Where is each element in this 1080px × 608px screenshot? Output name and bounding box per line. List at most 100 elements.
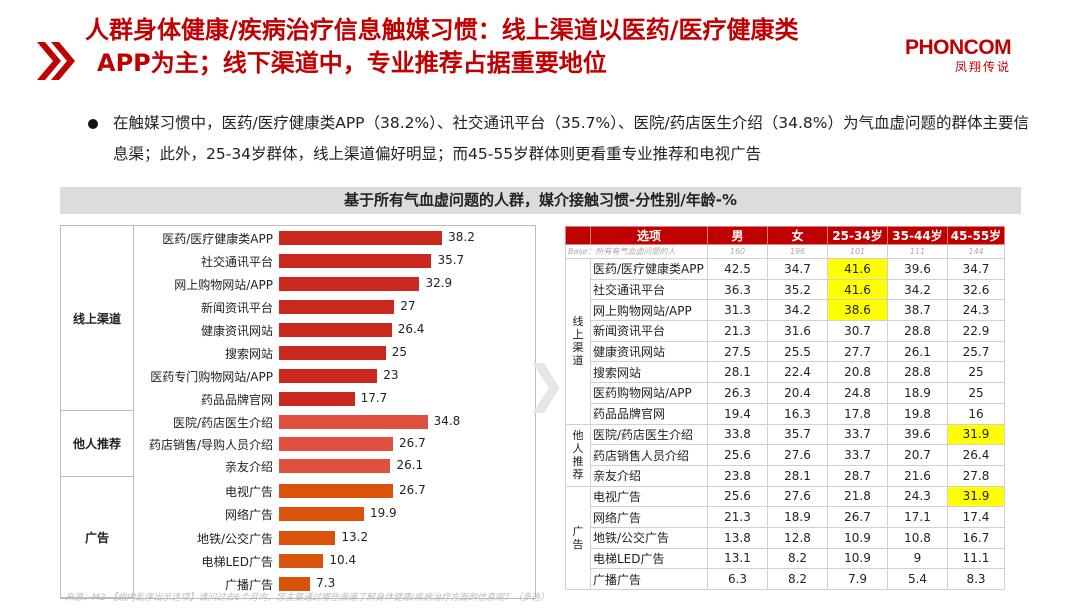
table-row: 广播广告 6.3 8.2 7.9 5.4 8.3: [566, 568, 1005, 590]
cell: 24.8: [827, 382, 888, 404]
bar: [279, 299, 395, 314]
bar-label: 药店销售/导购人员介绍: [148, 438, 273, 452]
bar-value: 19.9: [369, 506, 397, 521]
table-row: 搜索网站 28.1 22.4 20.8 28.8 25: [566, 361, 1005, 384]
bar-label: 健康资讯网站: [200, 324, 273, 339]
bar-label: 社交通讯平台: [200, 254, 273, 269]
cell: 31.3: [707, 299, 768, 322]
cell: 21.3: [707, 506, 768, 528]
cell: 24.3: [887, 485, 948, 508]
cell: 18.9: [767, 506, 828, 528]
column-header: 25-34岁: [827, 226, 888, 245]
cell: 17.1: [887, 506, 948, 528]
cell: 27.7: [827, 340, 888, 363]
cell: 25: [947, 382, 1005, 404]
cell: 7.9: [827, 568, 888, 590]
bar: [279, 437, 393, 451]
cell: 30.7: [827, 320, 888, 342]
cell: 13.8: [707, 526, 768, 549]
cell: 41.6: [827, 258, 888, 280]
bar-value: 26.1: [396, 458, 424, 473]
cell: 27.5: [707, 340, 768, 363]
bar: [279, 346, 386, 361]
row-label: 健康资讯网站: [590, 340, 708, 363]
column-header: 35-44岁: [887, 226, 948, 245]
bar-value: 32.9: [425, 275, 453, 290]
bar-value: 25: [391, 345, 408, 360]
cell: 38.7: [887, 299, 948, 322]
source-note: 来源：M2 【组内乱序出示选项】请问过去6个月内，您主要通过哪些渠道了解身体健康…: [65, 593, 550, 603]
cell: 17.4: [947, 506, 1005, 528]
cell: 27.6: [767, 444, 828, 466]
column-header: 45-55岁: [947, 226, 1005, 245]
cell: 38.6: [827, 299, 888, 322]
row-group-label: 他人推荐: [565, 423, 591, 487]
table-row: 线上渠道医药/医疗健康类APP 42.5 34.7 41.6 39.6 34.7: [565, 258, 1005, 425]
cell: 20.7: [887, 444, 948, 466]
cell: 8.2: [767, 568, 828, 590]
cell: 34.2: [767, 299, 828, 322]
bar: [279, 253, 432, 268]
bar: [279, 507, 364, 522]
cell: 6.3: [707, 568, 768, 590]
bar-value: 26.7: [399, 436, 426, 450]
bar: [279, 323, 392, 338]
bar-label: 新闻资讯平台: [200, 300, 273, 315]
bar-value: 26.7: [399, 482, 426, 497]
cell: 39.6: [887, 423, 948, 446]
bar: [279, 276, 420, 291]
column-header: 选项: [590, 226, 708, 245]
row-label: 药店销售人员介绍: [590, 444, 708, 466]
bar-label: 医药专门购物网站/APP: [150, 370, 273, 385]
row-label: 亲友介绍: [590, 464, 708, 487]
cell: 22.4: [767, 361, 828, 384]
cell: 23.8: [707, 464, 768, 487]
bar-label: 医药/医疗健康类APP: [162, 231, 273, 246]
summary-bullet: 在触媒习惯中，医药/医疗健康类APP（38.2%）、社交通讯平台（35.7%）、…: [88, 108, 1038, 170]
bar-label: 亲友介绍: [224, 460, 273, 475]
cell: 41.6: [827, 278, 888, 301]
table-header: 选项男女 25-34岁 35-44岁 45-55岁: [565, 226, 1005, 245]
cell: 21.3: [707, 320, 768, 342]
cell: 25: [947, 361, 1005, 384]
bar-chart: 线上渠道 医药/医疗健康类APP 38.2 社交通讯平台 35.7 网上购物网站/APP 3…: [60, 225, 536, 599]
cell: 31.9: [947, 485, 1005, 508]
cell: 19.8: [887, 402, 948, 425]
cell: 26.1: [887, 340, 948, 363]
group-label: 他人推荐: [61, 411, 134, 477]
bar-value: 34.8: [433, 413, 461, 428]
cell: 8.3: [947, 568, 1005, 590]
bar: [279, 577, 311, 592]
row-label: 医药购物网站/APP: [590, 382, 708, 404]
bar-value: 38.2: [448, 229, 475, 244]
bar: [279, 369, 378, 384]
cell: 25.6: [707, 485, 768, 508]
table-row: 社交通讯平台 36.3 35.2 41.6 34.2 32.6: [566, 278, 1005, 301]
cell: 5.4: [887, 568, 948, 590]
bar-label: 网上购物网站/APP: [174, 277, 273, 292]
cell: 32.6: [947, 278, 1005, 301]
chevron-logo-icon: [37, 42, 75, 80]
bar-value: 27: [400, 298, 416, 313]
cell: 10.8: [887, 526, 948, 549]
bar-label: 地铁/公交广告: [196, 531, 273, 546]
cell: 25.6: [707, 444, 768, 466]
cell: 22.9: [947, 320, 1005, 342]
row-label: 搜索网站: [590, 361, 708, 384]
row-group-label: 广告: [565, 485, 591, 591]
bar-value: 7.3: [316, 576, 336, 591]
base-row: Base：所有有气血虚问题的人 160 196 101 111 144: [565, 244, 1005, 259]
cell: 21.8: [827, 485, 888, 508]
bar-label: 广播广告: [224, 578, 273, 593]
cell: 13.1: [707, 547, 768, 570]
table-row: 药店销售人员介绍 25.6 27.6 33.7 20.7 26.4: [566, 444, 1005, 466]
cell: 20.8: [827, 361, 888, 384]
cell: 34.2: [887, 278, 948, 301]
row-label: 新闻资讯平台: [590, 320, 708, 342]
bar: [279, 530, 336, 545]
bar-value: 13.2: [341, 529, 369, 544]
cell: 34.7: [767, 258, 828, 280]
cell: 24.3: [947, 299, 1005, 322]
bar: [279, 553, 324, 568]
cell: 8.2: [767, 547, 828, 570]
